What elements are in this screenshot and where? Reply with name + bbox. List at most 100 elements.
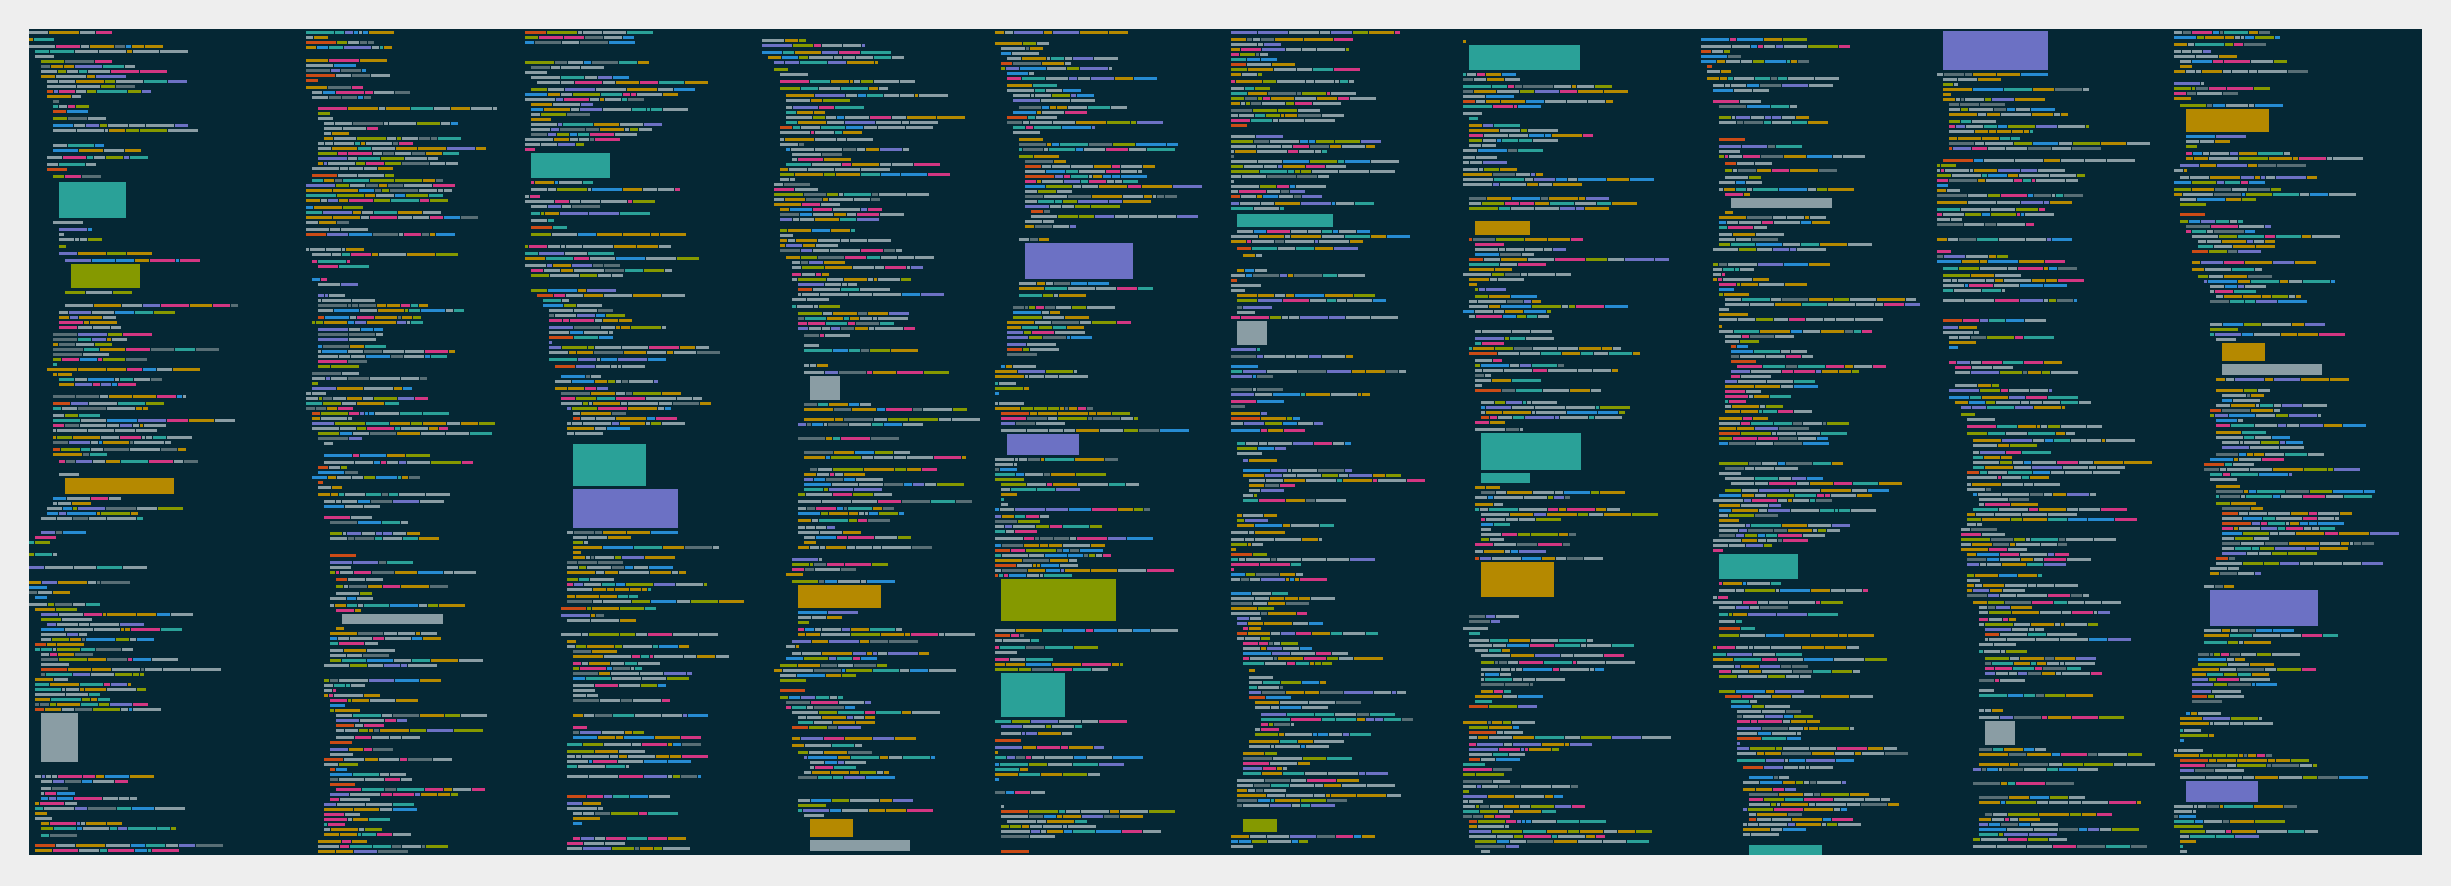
- code-token: [1127, 537, 1153, 540]
- code-token: [395, 571, 417, 574]
- code-token: [1107, 180, 1114, 183]
- code-token: [1478, 820, 1505, 823]
- code-token: [1531, 533, 1558, 536]
- code-token: [426, 152, 442, 155]
- code-token: [1463, 721, 1487, 724]
- code-token: [1477, 73, 1485, 76]
- code-line: [35, 693, 101, 696]
- code-line: [1019, 282, 1110, 285]
- code-token: [341, 228, 368, 231]
- code-token: [619, 750, 645, 753]
- code-token: [312, 278, 320, 281]
- code-token: [633, 731, 644, 734]
- code-token: [306, 248, 309, 251]
- code-token: [1231, 400, 1256, 403]
- code-token: [1354, 294, 1375, 297]
- code-line: [318, 265, 370, 268]
- code-line: [573, 684, 667, 687]
- code-token: [339, 679, 368, 682]
- code-token: [567, 561, 577, 564]
- code-token: [774, 203, 801, 206]
- code-token: [1521, 748, 1524, 751]
- code-token: [1619, 411, 1625, 414]
- code-token: [1535, 736, 1564, 739]
- code-token: [1121, 417, 1133, 420]
- code-token: [822, 716, 846, 719]
- code-token: [1281, 632, 1295, 635]
- code-token: [324, 679, 329, 682]
- code-line: [1231, 207, 1285, 210]
- code-token: [324, 137, 333, 140]
- code-token: [366, 184, 378, 187]
- code-token: [68, 105, 75, 108]
- code-token: [789, 168, 807, 171]
- code-token: [1050, 311, 1060, 314]
- code-token: [818, 776, 832, 779]
- code-token: [774, 183, 783, 186]
- code-token: [1231, 607, 1257, 610]
- code-token: [77, 822, 80, 825]
- code-token: [874, 80, 899, 83]
- code-token: [1463, 785, 1476, 788]
- code-token: [713, 546, 719, 549]
- code-token: [819, 711, 837, 714]
- code-token: [572, 205, 600, 208]
- code-token: [1292, 840, 1298, 843]
- code-token: [1578, 840, 1602, 843]
- code-token: [553, 264, 571, 267]
- code-token: [793, 218, 799, 221]
- code-token: [1082, 815, 1103, 818]
- code-line: [995, 658, 1054, 661]
- code-token: [659, 245, 671, 248]
- code-token: [815, 94, 845, 97]
- code-token: [1335, 713, 1356, 716]
- code-token: [1556, 273, 1571, 276]
- code-token: [48, 603, 54, 606]
- code-line: [786, 573, 804, 576]
- code-line: [1231, 145, 1376, 148]
- code-line: [1013, 99, 1096, 102]
- code-line: [780, 239, 892, 242]
- code-token: [1256, 135, 1283, 138]
- code-token: [1007, 331, 1023, 334]
- code-token: [333, 397, 346, 400]
- code-token: [123, 333, 152, 336]
- code-token: [850, 239, 867, 242]
- code-token: [1346, 316, 1370, 319]
- code-token: [578, 133, 589, 136]
- code-token: [829, 403, 848, 406]
- code-token: [804, 771, 811, 774]
- code-line: [780, 131, 863, 134]
- code-token: [1732, 45, 1750, 48]
- code-token: [1500, 129, 1520, 132]
- code-token: [1254, 230, 1266, 233]
- code-token: [1261, 417, 1286, 420]
- code-token: [1463, 800, 1468, 803]
- code-line: [1469, 620, 1501, 623]
- code-line: [555, 387, 609, 390]
- code-line: [1463, 310, 1552, 313]
- code-token: [1330, 145, 1341, 148]
- code-token: [630, 588, 641, 591]
- code-line: [1237, 779, 1360, 782]
- code-token: [894, 456, 906, 459]
- code-token: [647, 417, 655, 420]
- code-token: [1259, 499, 1285, 502]
- code-token: [1231, 355, 1256, 358]
- code-token: [535, 181, 554, 184]
- code-token: [1084, 148, 1105, 151]
- code-token: [1287, 713, 1314, 716]
- code-line: [804, 536, 912, 539]
- code-token: [1302, 48, 1316, 51]
- code-token: [1299, 150, 1314, 153]
- code-line: [567, 842, 626, 845]
- code-token: [583, 181, 593, 184]
- code-token: [96, 775, 104, 778]
- code-token: [624, 351, 646, 354]
- code-token: [35, 802, 39, 805]
- code-token: [367, 127, 378, 130]
- code-line: [798, 628, 903, 631]
- code-token: [1237, 230, 1253, 233]
- code-token: [790, 208, 812, 211]
- code-line: [995, 646, 1099, 649]
